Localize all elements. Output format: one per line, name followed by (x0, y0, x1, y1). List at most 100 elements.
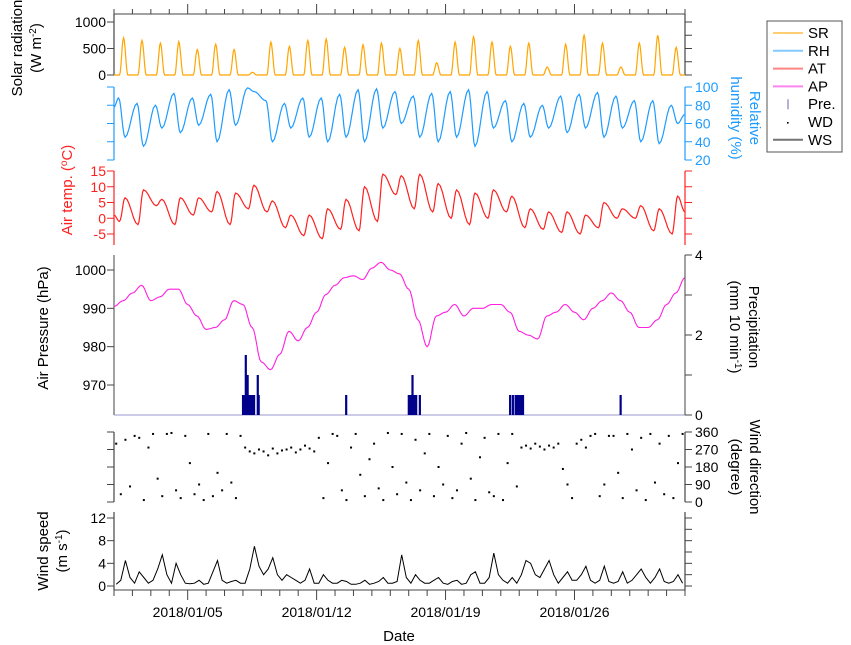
sr-axis-title-units-part: -2 (28, 28, 39, 37)
wd-point (612, 434, 615, 437)
wd-point (244, 446, 247, 449)
legend-swatch-wd (787, 122, 789, 124)
wd-point (138, 436, 141, 439)
wd-point (396, 493, 399, 496)
wd-point (202, 499, 205, 502)
wd-point (598, 495, 601, 498)
wd-point (313, 450, 316, 453)
at-tick-label: 5 (98, 195, 106, 211)
wd-axis-title-units: (degree) (727, 439, 744, 496)
pre-axis-title: Precipitation (745, 286, 762, 369)
precipitation-bar (252, 395, 256, 415)
wd-point (207, 432, 210, 435)
wd-point (142, 499, 145, 502)
rh-tick-label: 80 (695, 97, 711, 113)
wd-point (548, 444, 551, 447)
sr-axis-title-part: Solar radiation (9, 0, 26, 96)
wd-tick-label: 90 (695, 477, 711, 493)
wd-point (525, 444, 528, 447)
ws-tick-label: 4 (98, 555, 106, 571)
ws-tick-label: 8 (98, 533, 106, 549)
wd-point (552, 446, 555, 449)
pre-axis-title-units: (mm 10 min-1) (726, 280, 744, 373)
at-tick-label: 0 (98, 210, 106, 226)
wd-point (198, 483, 201, 486)
wd-point (221, 489, 224, 492)
pre-axis-title-part: Precipitation (745, 286, 762, 369)
wd-point (414, 438, 417, 441)
wd-point (432, 495, 435, 498)
wd-point (561, 467, 564, 470)
wd-point (133, 434, 136, 437)
wd-point (520, 446, 523, 449)
wd-point (515, 485, 518, 488)
wd-point (193, 493, 196, 496)
at-series-line (113, 173, 686, 240)
precipitation-bar (509, 395, 512, 415)
wd-point (124, 438, 127, 441)
rh-tick-label: 100 (695, 79, 719, 95)
wd-point (488, 491, 491, 494)
ap-tick-label: 1000 (75, 262, 106, 278)
wd-point (492, 495, 495, 498)
precipitation-bar (257, 395, 260, 415)
ap-tick-label: 990 (83, 300, 107, 316)
wd-point (377, 487, 380, 490)
rh-tick-label: 40 (695, 134, 711, 150)
rh-axis-title-units: humidity (%) (727, 76, 744, 159)
sr-axis-title-units-part: (W m (28, 37, 45, 73)
ap-series-line (113, 261, 686, 371)
wd-point (271, 447, 274, 450)
wd-point (294, 451, 297, 454)
pre-axis-title-units-part: -1 (733, 360, 744, 369)
wd-point (211, 495, 214, 498)
precipitation-bar (413, 395, 416, 415)
legend-label: WS (808, 132, 832, 149)
precipitation-bar (247, 395, 250, 415)
ws-axis-title-units-part: ) (54, 529, 71, 534)
wd-point (630, 448, 633, 451)
wd-point (640, 436, 643, 439)
precipitation-bar (415, 395, 418, 415)
wd-point (156, 477, 159, 480)
wd-point (423, 452, 426, 455)
wd-point (253, 452, 256, 455)
wd-tick-label: 270 (695, 442, 719, 458)
wd-point (184, 434, 187, 437)
wd-axis-title: Wind direction (746, 419, 763, 514)
wd-point (663, 493, 666, 496)
wd-point (460, 442, 463, 445)
wd-point (672, 497, 675, 500)
at-axis-title: Air temp. (oC) (59, 145, 77, 236)
sr-tick-label: 0 (98, 67, 106, 83)
pre-tick-label: 0 (695, 407, 703, 423)
at-tick-label: 15 (90, 163, 106, 179)
wd-point (276, 452, 279, 455)
wd-tick-label: 0 (695, 494, 703, 510)
wd-tick-label: 360 (695, 424, 719, 440)
precipitation-bar (520, 395, 523, 415)
wd-point (584, 446, 587, 449)
wd-point (428, 432, 431, 435)
ws-tick-label: 12 (90, 510, 106, 526)
wd-point (322, 497, 325, 500)
wd-point (437, 466, 440, 468)
ap-tick-label: 980 (83, 339, 107, 355)
wd-point (419, 489, 422, 492)
wd-point (175, 489, 178, 492)
wd-point (340, 489, 343, 492)
wd-point (677, 462, 680, 465)
wd-point (405, 481, 408, 484)
wd-point (165, 432, 168, 435)
legend-label: RH (808, 43, 830, 60)
wd-point (649, 432, 652, 435)
precipitation-bar (411, 375, 414, 415)
wd-point (119, 493, 122, 496)
wd-point (571, 497, 574, 500)
wd-point (455, 489, 458, 492)
ws-axis-title-part: Wind speed (35, 511, 52, 590)
wd-point (331, 432, 334, 435)
legend-label: Pre. (808, 96, 836, 113)
wd-point (230, 481, 233, 484)
wd-point (442, 483, 445, 486)
